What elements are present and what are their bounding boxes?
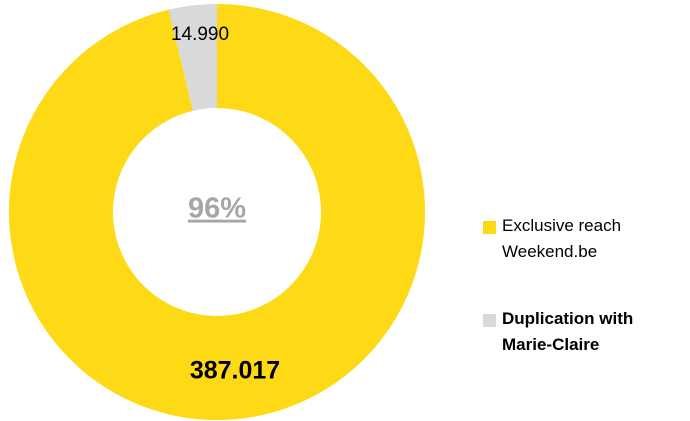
slice	[168, 4, 217, 111]
legend-swatch	[483, 221, 496, 234]
legend: Exclusive reach Weekend.be Duplication wi…	[483, 216, 683, 402]
data-label: 14.990	[171, 24, 229, 45]
center-label: 96%	[188, 193, 246, 225]
legend-swatch	[483, 314, 496, 327]
legend-item: Exclusive reach Weekend.be	[483, 216, 683, 265]
slice	[9, 4, 426, 420]
legend-label: Duplication with Marie-Claire	[502, 309, 634, 354]
legend-label: Exclusive reach Weekend.be	[502, 216, 622, 261]
data-label: 387.017	[190, 357, 280, 385]
slices	[9, 4, 426, 420]
legend-item: Duplication with Marie-Claire	[483, 309, 683, 358]
